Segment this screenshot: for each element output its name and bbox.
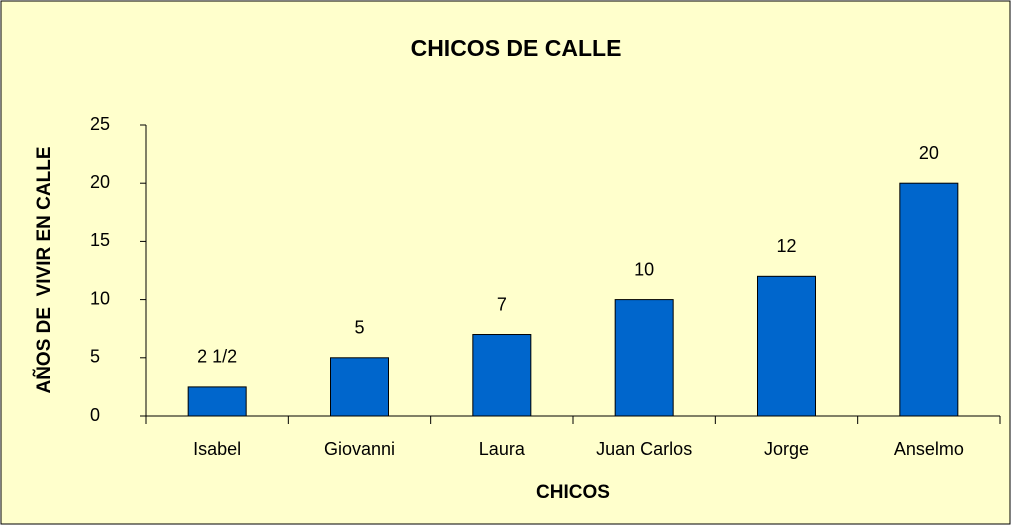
y-tick-label: 0: [90, 405, 100, 425]
y-tick-label: 10: [90, 288, 110, 308]
bar: [614, 299, 674, 417]
y-tick-label: 20: [90, 172, 110, 192]
bar: [757, 275, 816, 417]
bar: [187, 386, 247, 417]
y-axis-title: AÑOS DE VIVIR EN CALLE: [33, 146, 55, 393]
x-tick-label: Isabel: [193, 439, 241, 459]
data-label: 10: [634, 259, 654, 279]
x-tick-label: Giovanni: [324, 439, 395, 459]
data-label: 5: [354, 318, 364, 338]
bar: [899, 182, 959, 417]
bar: [330, 357, 389, 417]
x-axis-title: CHICOS: [536, 482, 610, 503]
chart-title: CHICOS DE CALLE: [411, 35, 622, 61]
data-label: 2 1/2: [197, 347, 237, 367]
y-tick-label: 15: [90, 230, 110, 250]
x-tick-label: Juan Carlos: [596, 439, 692, 459]
bar: [472, 334, 532, 417]
data-label: 7: [497, 294, 507, 314]
data-label: 12: [776, 236, 796, 256]
x-tick-label: Laura: [479, 439, 526, 459]
y-tick-label: 25: [90, 114, 110, 134]
x-tick-label: Jorge: [764, 439, 809, 459]
data-label: 20: [919, 143, 939, 163]
y-tick-label: 5: [90, 347, 100, 367]
x-tick-label: Anselmo: [894, 439, 964, 459]
